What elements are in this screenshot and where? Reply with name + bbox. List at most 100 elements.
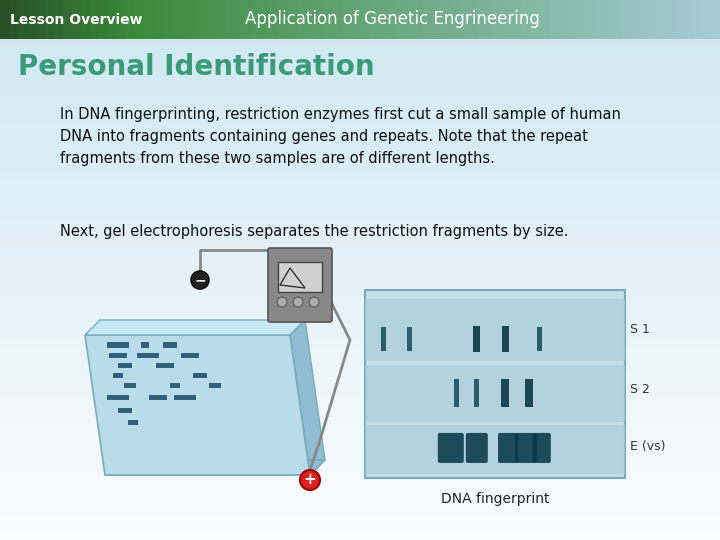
Bar [474, 380, 480, 407]
Bar [118, 408, 132, 413]
Bar [0, 389, 720, 398]
Polygon shape [105, 460, 325, 475]
Bar [113, 373, 123, 377]
Bar [0, 172, 720, 181]
Bar [109, 353, 127, 357]
Text: Lesson Overview: Lesson Overview [10, 12, 143, 26]
Bar [0, 163, 720, 173]
Bar [81, 0, 92, 39]
Bar [0, 280, 720, 289]
Bar [99, 0, 110, 39]
Bar [72, 0, 83, 39]
Bar [0, 146, 720, 156]
Bar [639, 0, 650, 39]
Bar [107, 395, 129, 400]
Bar [27, 0, 38, 39]
Bar [193, 373, 207, 377]
Bar [414, 0, 425, 39]
FancyBboxPatch shape [498, 433, 518, 463]
Bar [162, 0, 173, 39]
Bar [0, 439, 720, 448]
Bar [0, 222, 720, 231]
Polygon shape [290, 320, 325, 475]
Bar [0, 122, 720, 131]
Bar [432, 0, 443, 39]
Circle shape [300, 470, 320, 490]
Bar [0, 497, 720, 507]
Bar [585, 0, 596, 39]
Text: Next, gel electrophoresis separates the restriction fragments by size.: Next, gel electrophoresis separates the … [60, 224, 569, 239]
Bar [0, 297, 720, 306]
Bar [234, 0, 245, 39]
Bar [540, 0, 551, 39]
Bar [18, 0, 29, 39]
Bar [0, 347, 720, 356]
Bar [108, 0, 119, 39]
Bar [0, 481, 720, 490]
Bar [501, 380, 510, 407]
Bar [270, 0, 281, 39]
Bar [117, 0, 128, 39]
Bar [279, 0, 290, 39]
Bar [9, 0, 20, 39]
Bar [0, 456, 720, 465]
Bar [0, 238, 720, 248]
Bar [365, 426, 625, 474]
Bar [0, 397, 720, 407]
Bar [504, 0, 515, 39]
Bar [278, 262, 322, 292]
Bar [0, 180, 720, 190]
Bar [450, 0, 461, 39]
Bar [0, 464, 720, 473]
Bar [180, 0, 191, 39]
Bar [126, 0, 137, 39]
Bar [243, 0, 254, 39]
Bar [163, 342, 177, 348]
Bar [0, 531, 720, 540]
Bar [333, 0, 344, 39]
Bar [0, 213, 720, 222]
Bar [454, 380, 459, 407]
Bar [477, 0, 488, 39]
Bar [513, 0, 524, 39]
Polygon shape [85, 320, 305, 335]
Bar [0, 230, 720, 239]
Bar [297, 0, 308, 39]
Bar [207, 0, 218, 39]
Bar [702, 0, 713, 39]
Bar [0, 188, 720, 198]
Bar [225, 0, 236, 39]
Bar [558, 0, 569, 39]
Bar [174, 395, 196, 400]
Bar [0, 330, 720, 340]
FancyBboxPatch shape [516, 433, 537, 463]
Bar [576, 0, 587, 39]
Bar [216, 0, 227, 39]
Bar [0, 272, 720, 281]
Bar [36, 0, 47, 39]
Bar [107, 342, 129, 348]
Bar [365, 299, 625, 361]
Bar [657, 0, 668, 39]
Bar [369, 0, 380, 39]
FancyBboxPatch shape [466, 433, 488, 463]
Bar [170, 382, 180, 388]
Bar [612, 0, 623, 39]
FancyBboxPatch shape [533, 433, 551, 463]
Bar [0, 422, 720, 431]
Bar [0, 197, 720, 206]
Bar [0, 130, 720, 139]
Bar [0, 97, 720, 106]
Text: DNA fingerprint: DNA fingerprint [441, 492, 549, 506]
Bar [0, 0, 11, 39]
Bar [0, 63, 720, 72]
FancyBboxPatch shape [268, 248, 332, 322]
Bar [536, 327, 541, 351]
Bar [525, 380, 533, 407]
Bar [648, 0, 659, 39]
FancyBboxPatch shape [438, 433, 464, 463]
Bar [0, 38, 720, 48]
Bar [405, 0, 416, 39]
Bar [0, 305, 720, 314]
Bar [693, 0, 704, 39]
